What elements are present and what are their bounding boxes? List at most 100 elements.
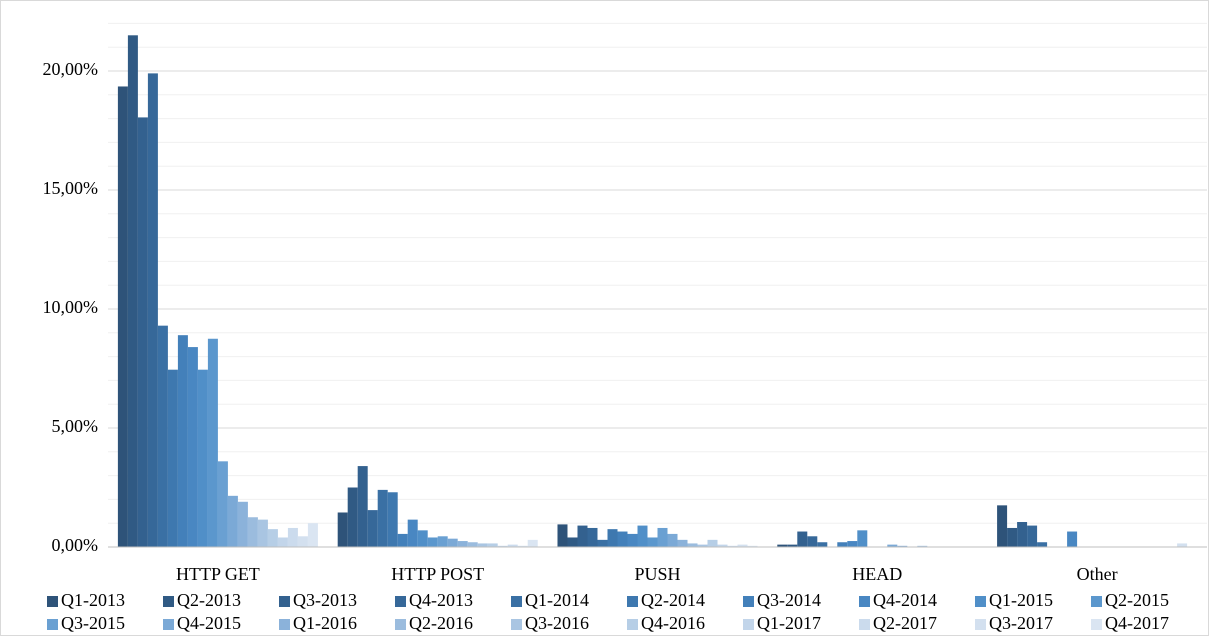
bar: [1067, 531, 1078, 547]
bar: [447, 538, 458, 547]
bar: [157, 325, 168, 547]
bar: [797, 531, 808, 547]
bar: [617, 531, 628, 547]
bar: [697, 544, 708, 547]
bar: [247, 517, 258, 547]
legend-label: Q2-2016: [409, 613, 473, 633]
legend-label: Q1-2014: [525, 590, 589, 610]
bar: [207, 338, 218, 547]
bar: [127, 35, 138, 548]
bar: [437, 536, 448, 547]
legend-swatch: [743, 619, 754, 630]
bar: [457, 541, 468, 547]
y-tick-label: 20,00%: [43, 59, 99, 79]
legend-label: Q1-2016: [293, 613, 357, 633]
bar: [847, 541, 858, 547]
legend-label: Q3-2017: [989, 613, 1053, 633]
bar: [707, 539, 718, 547]
legend-label: Q3-2016: [525, 613, 589, 633]
bar: [607, 529, 618, 547]
legend-label: Q3-2014: [757, 590, 821, 610]
legend-swatch: [279, 619, 290, 630]
bar: [387, 492, 398, 547]
bar: [687, 543, 698, 547]
bar: [197, 369, 208, 547]
bar: [167, 369, 178, 547]
bar: [667, 533, 678, 547]
bar: [307, 523, 318, 547]
legend-label: Q1-2013: [61, 590, 125, 610]
legend-swatch: [975, 596, 986, 607]
legend-label: Q3-2013: [293, 590, 357, 610]
bar: [497, 545, 508, 547]
legend-label: Q3-2015: [61, 613, 125, 633]
bar: [407, 519, 418, 547]
bar: [557, 524, 568, 547]
legend-swatch: [163, 596, 174, 607]
bar: [517, 545, 528, 547]
bar: [1037, 542, 1048, 547]
bar: [287, 527, 298, 547]
bar: [837, 542, 848, 547]
bar: [147, 73, 158, 547]
bar: [137, 117, 148, 547]
legend-label: Q2-2017: [873, 613, 937, 633]
bar: [717, 544, 728, 547]
bar: [427, 537, 438, 547]
bar: [297, 536, 308, 547]
bar: [917, 545, 928, 547]
bar: [677, 539, 688, 547]
bar: [337, 512, 348, 547]
legend-label: Q4-2014: [873, 590, 937, 610]
legend-swatch: [47, 596, 58, 607]
bar: [477, 543, 488, 547]
legend-swatch: [1091, 596, 1102, 607]
x-tick-label: PUSH: [634, 564, 680, 584]
bar: [997, 505, 1008, 547]
bar: [647, 537, 658, 547]
bar: [587, 527, 598, 547]
bar: [1007, 527, 1018, 547]
bar: [857, 530, 868, 547]
legend-label: Q2-2013: [177, 590, 241, 610]
x-tick-label: HTTP GET: [176, 564, 260, 584]
legend-swatch: [395, 596, 406, 607]
bar: [277, 537, 288, 547]
y-tick-label: 10,00%: [43, 297, 99, 317]
y-tick-label: 5,00%: [52, 416, 99, 436]
legend-swatch: [859, 619, 870, 630]
legend-label: Q2-2014: [641, 590, 705, 610]
bar: [347, 487, 358, 547]
legend-swatch: [395, 619, 406, 630]
bar: [897, 545, 908, 547]
x-tick-label: HEAD: [852, 564, 902, 584]
bar: [187, 347, 198, 547]
bar: [597, 539, 608, 547]
bar: [377, 489, 388, 547]
bar: [367, 510, 378, 547]
legend-swatch: [511, 596, 522, 607]
y-tick-label: 15,00%: [43, 178, 99, 198]
bar: [357, 466, 368, 547]
bar: [467, 542, 478, 547]
legend-label: Q4-2015: [177, 613, 241, 633]
bar: [747, 545, 758, 547]
bar: [527, 539, 538, 547]
legend-swatch: [163, 619, 174, 630]
bar: [777, 544, 788, 547]
legend-swatch: [1091, 619, 1102, 630]
bar: [257, 519, 268, 547]
bar: [177, 335, 188, 547]
legend-label: Q4-2013: [409, 590, 473, 610]
bar: [657, 527, 668, 547]
legend-swatch: [743, 596, 754, 607]
bar: [507, 544, 518, 547]
bar: [787, 544, 798, 547]
legend-swatch: [47, 619, 58, 630]
x-tick-label: Other: [1077, 564, 1118, 584]
bar: [417, 530, 428, 547]
legend-label: Q2-2015: [1105, 590, 1169, 610]
bar: [887, 544, 898, 547]
legend-swatch: [627, 596, 638, 607]
